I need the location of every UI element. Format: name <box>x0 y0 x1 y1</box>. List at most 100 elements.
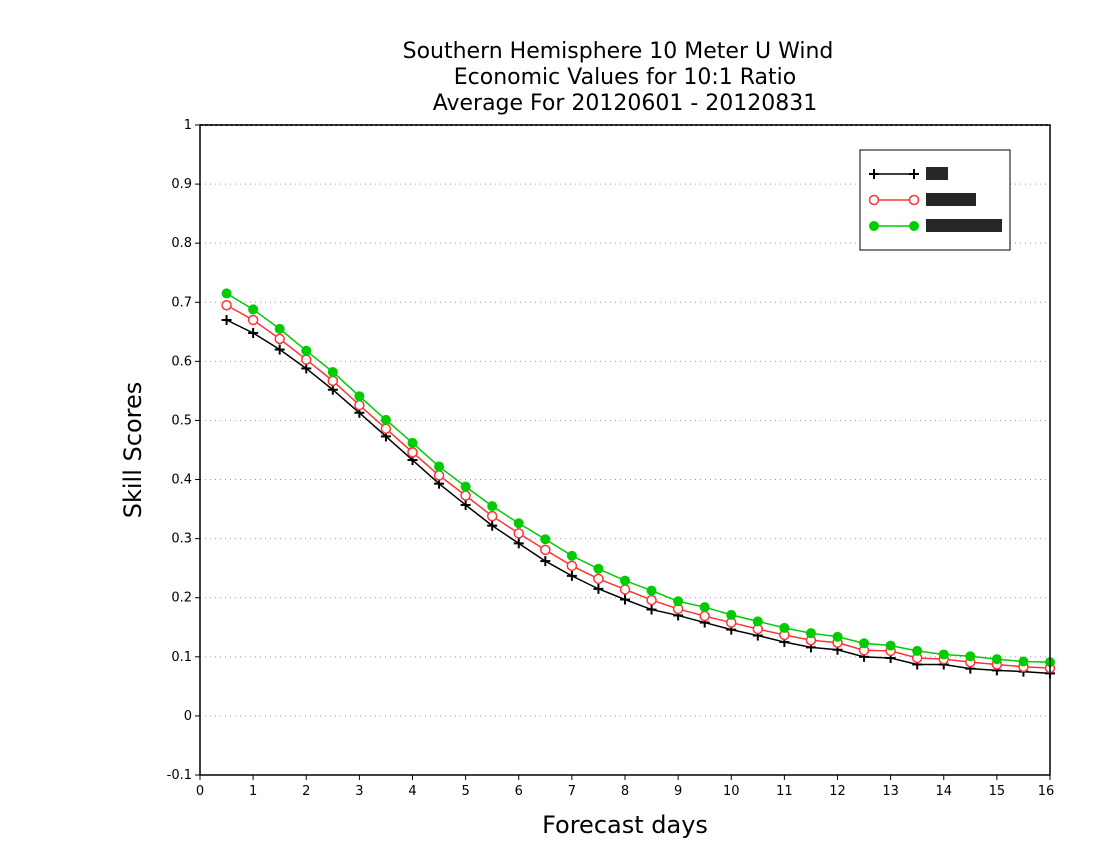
data-point <box>248 304 259 315</box>
data-point <box>859 638 870 649</box>
y-tick-label: 0.9 <box>171 177 192 192</box>
data-point <box>487 501 498 512</box>
x-tick-label: 12 <box>829 784 846 799</box>
data-point <box>566 570 577 581</box>
y-tick-label: 0.3 <box>171 532 192 547</box>
x-axis-label: Forecast days <box>542 811 708 839</box>
data-point <box>593 583 604 594</box>
data-point <box>1018 656 1029 667</box>
data-point <box>673 596 684 607</box>
data-point <box>247 314 259 326</box>
data-point <box>301 345 312 356</box>
data-point <box>513 528 524 539</box>
data-point <box>540 534 551 545</box>
y-tick-label: 0.1 <box>171 650 192 665</box>
x-tick-label: 5 <box>461 784 469 799</box>
data-point <box>327 367 338 377</box>
legend-entry-1 <box>869 167 948 180</box>
data-point <box>380 423 392 434</box>
x-tick-label: 3 <box>355 784 363 799</box>
data-point <box>487 520 498 531</box>
x-tick-label: 8 <box>621 784 629 799</box>
series-layer <box>221 288 1056 679</box>
y-tick-label: 1 <box>184 118 192 133</box>
data-point <box>593 563 604 574</box>
x-tick-label: 15 <box>989 784 1006 799</box>
data-point <box>434 461 445 472</box>
legend-label-glyphs <box>926 219 1002 232</box>
data-point <box>699 602 710 613</box>
data-point <box>593 573 604 585</box>
y-tick-label: 0.7 <box>171 295 192 310</box>
y-tick-label: 0.5 <box>171 413 192 428</box>
x-tick-label: 11 <box>776 784 793 799</box>
legend <box>859 149 1011 251</box>
y-tick-label: 0 <box>184 709 192 724</box>
data-point <box>566 550 577 561</box>
data-point <box>274 323 285 334</box>
data-point <box>566 560 578 572</box>
legend-marker-end <box>909 169 919 179</box>
data-point <box>460 499 471 510</box>
data-point <box>965 651 976 662</box>
legend-marker-end <box>909 221 919 231</box>
data-point <box>460 490 471 501</box>
data-point <box>912 645 923 656</box>
data-point <box>274 333 285 345</box>
y-tick-label: 0.8 <box>171 236 192 251</box>
data-point <box>460 481 471 492</box>
x-tick-label: 7 <box>568 784 576 799</box>
data-point <box>221 299 232 311</box>
data-point <box>221 288 232 299</box>
data-point <box>885 640 896 651</box>
legend-label-glyphs <box>926 193 976 206</box>
data-point <box>248 328 259 338</box>
axes-layer: -0.100.10.20.30.40.50.60.70.80.910 1 2 3 4 5 6… <box>167 118 1055 799</box>
data-point <box>513 518 524 529</box>
data-point <box>433 470 445 481</box>
x-tick-label: 2 <box>302 784 310 799</box>
legend-marker-start <box>869 169 879 179</box>
data-point <box>991 654 1002 665</box>
data-point <box>646 585 657 596</box>
data-point <box>699 610 710 622</box>
series-line <box>226 319 1051 675</box>
data-point <box>726 609 737 620</box>
x-tick-label: 1 <box>249 784 257 799</box>
y-tick-label: 0.2 <box>171 591 192 606</box>
data-point <box>752 616 763 627</box>
y-tick-label: -0.1 <box>167 768 192 783</box>
y-tick-label: 0.4 <box>171 473 192 488</box>
chart-title-line-2: Economic Values for 10:1 Ratio <box>454 65 796 90</box>
x-tick-label: 6 <box>515 784 523 799</box>
data-point <box>620 575 630 586</box>
legend-marker-start <box>868 194 880 206</box>
data-point <box>620 594 630 605</box>
data-point <box>327 384 338 395</box>
series-3 <box>221 288 1055 668</box>
data-point <box>221 315 232 325</box>
x-tick-label: 0 <box>196 784 204 799</box>
data-point <box>938 649 949 660</box>
data-point <box>779 622 790 633</box>
data-point <box>301 363 312 374</box>
data-point <box>540 556 551 567</box>
data-point <box>354 399 365 411</box>
chart-title-line-1: Southern Hemisphere 10 Meter U Wind <box>403 39 834 64</box>
legend-marker-start <box>869 221 879 231</box>
series-1 <box>221 315 1055 679</box>
data-point <box>540 544 551 556</box>
legend-entry-3 <box>869 219 1002 232</box>
x-tick-label: 4 <box>408 784 416 799</box>
data-point <box>407 437 418 448</box>
y-axis-label: Skill Scores <box>119 382 147 519</box>
data-point <box>301 354 312 365</box>
chart-title-line-3: Average For 20120601 - 20120831 <box>433 91 818 116</box>
data-point <box>354 391 365 402</box>
data-point <box>486 510 498 522</box>
x-tick-label: 9 <box>674 784 682 799</box>
data-point <box>327 375 339 387</box>
data-point <box>646 594 657 606</box>
